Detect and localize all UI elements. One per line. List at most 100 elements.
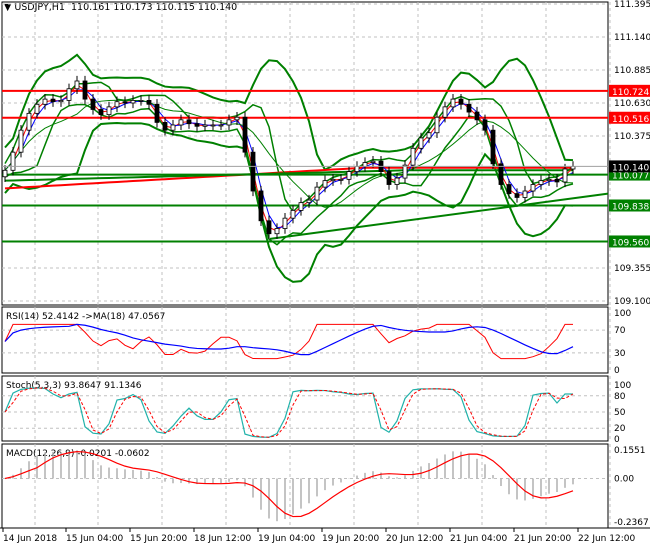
x-tick-label: 21 Jun 04:00 [450,534,507,544]
candle-body [66,88,72,101]
candle-body [314,186,320,201]
candle-body [562,168,568,183]
level-label: 110.516 [612,115,649,125]
level-label: 109.838 [612,202,649,212]
x-tick-label: 18 Jun 12:00 [194,534,251,544]
x-tick-label: 14 Jun 2018 [3,534,57,544]
trendline [269,192,609,240]
symbol-label: USDJPY,H1 [14,2,65,13]
candle-body [434,116,440,134]
candle-body [274,228,280,235]
candle-body [410,147,416,166]
candle-body [122,101,128,104]
indicator-tick-label: -0.2367 [614,518,649,528]
candle-body [106,106,112,116]
indicator-tick-label: 70 [614,326,626,336]
candle-body [58,100,64,103]
candle-body [354,166,360,172]
level-label: 109.560 [612,238,649,248]
candle-body [82,80,88,100]
x-tick-label: 20 Jun 12:00 [386,534,443,544]
candle-body [202,124,208,127]
candle-body [138,100,144,102]
candle-body [194,123,200,127]
price-tick-label: 110.630 [614,99,650,109]
indicator-tick-label: 0.00 [614,475,634,485]
candle-body [514,193,520,198]
rsi-ma-line [4,323,574,356]
bollinger-upper-inner [4,81,574,213]
indicator-tick-label: 100 [614,381,631,391]
price-tick-label: 110.375 [614,132,650,142]
candle-body [370,160,376,163]
price-tick-label: 111.395 [614,0,650,10]
candle-body [250,151,256,192]
x-tick-label: 21 Jun 20:00 [514,534,571,544]
candle-body [506,184,512,194]
indicator-tick-label: 0 [614,366,620,376]
indicator-tick-label: 100 [614,309,631,319]
candle-body [546,178,552,182]
candle-body [266,220,272,235]
pane-border-2 [1,375,609,442]
indicator-tick-label: 0.1551 [614,446,646,456]
ohlc-label: 110.161 110.173 110.115 110.140 [71,2,238,13]
candle-body [282,217,288,229]
candle-body [154,103,160,123]
x-tick-label: 19 Jun 04:00 [258,534,315,544]
candle-body [98,109,104,116]
ma-slow-green [4,169,573,182]
candle-body [130,100,136,104]
candle-body [482,119,488,131]
indicator-label: RSI(14) 52.4142 ->MA(18) 47.0567 [6,312,165,322]
x-tick-label: 22 Jun 12:00 [578,534,635,544]
indicator-tick-label: 50 [614,408,626,418]
candle-body [34,103,40,114]
candle-body [394,177,400,185]
pane-border-1 [1,306,609,374]
candle-body [490,129,496,165]
x-tick-label: 15 Jun 04:00 [66,534,123,544]
price-tick-label: 109.355 [614,264,650,274]
candle-body [554,178,560,183]
x-tick-label: 15 Jun 20:00 [130,534,187,544]
candle-body [362,162,368,167]
candle-body [306,199,312,204]
candle-body [346,171,352,180]
candle-body [186,119,192,125]
candle-body [226,119,232,126]
bollinger-mid [4,99,574,208]
candle-body [10,151,16,171]
current-price-label: 110.140 [612,163,649,173]
candle-body [74,80,80,90]
indicator-tick-label: 20 [614,424,626,434]
indicator-label: MACD(12,26,9) -0.0201 -0.0602 [6,449,150,459]
level-tag [609,235,650,248]
candle-body [114,101,120,108]
candle-body [90,98,96,110]
candle-body [466,103,472,113]
bollinger-lower-outer [4,122,574,283]
candle-body [26,112,32,131]
candle-body [290,210,296,219]
price-tick-label: 111.140 [614,33,650,43]
candle-body [218,124,224,127]
level-tag [609,84,650,97]
bollinger-upper-outer [4,53,574,172]
candle-body [474,111,480,121]
candle-body [450,98,456,108]
chart-header: ▼ USDJPY,H1 110.161 110.173 110.115 110.… [4,2,238,13]
candle-body [242,116,248,153]
indicator-tick-label: 0 [614,435,620,445]
level-label: 110.724 [612,88,649,98]
x-tick-label: 19 Jun 20:00 [322,534,379,544]
candle-body [146,100,152,105]
level-tag [609,111,650,124]
candle-body [498,163,504,185]
candle-body [298,202,304,211]
level-label: 110.077 [612,172,649,182]
price-tick-label: 109.100 [614,297,650,307]
candle-body [18,129,24,153]
